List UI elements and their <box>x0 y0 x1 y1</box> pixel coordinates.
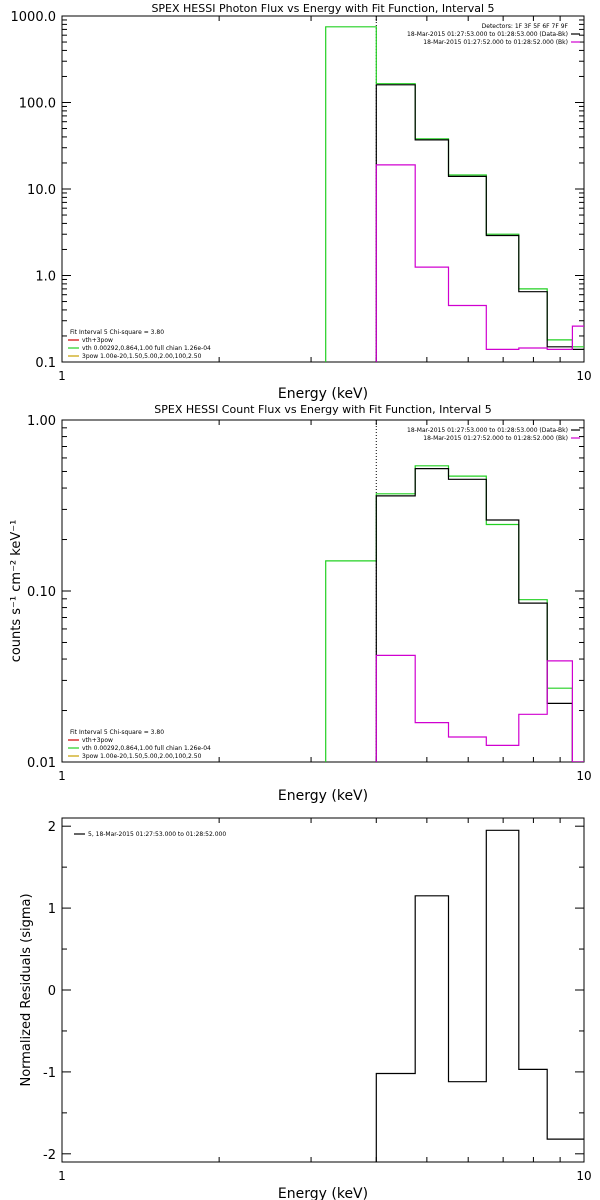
x-tick-label: 10 <box>576 1169 591 1183</box>
legend-left-entry: vth 0.00292,0.864,1.00 full chian 1.26e-… <box>82 345 211 352</box>
chart-title: SPEX HESSI Count Flux vs Energy with Fit… <box>154 403 491 416</box>
y-tick-label: 0 <box>48 984 56 999</box>
series-line-0 <box>325 465 584 762</box>
y-tick-label: 1000.0 <box>11 10 57 25</box>
y-axis-label: Normalized Residuals (sigma) <box>19 893 34 1086</box>
y-tick-label: 1.0 <box>35 270 56 285</box>
series-line-1 <box>375 468 584 762</box>
legend-right-entry: 18-Mar-2015 01:27:52.000 to 01:28:52.000… <box>423 435 568 442</box>
series-line-2 <box>375 654 584 762</box>
x-tick-label: 10 <box>576 369 591 383</box>
legend-left-entry: 3pow 1.00e-20,1.50,5.00,2.00,100,2.50 <box>82 753 202 760</box>
y-tick-label: 0.01 <box>27 756 56 771</box>
legend-right-entry: Detectors: 1F 3F 5F 6F 7F 9F <box>482 23 569 30</box>
legend-left-entry: Fit Interval 5 Chi-square = 3.80 <box>70 729 164 736</box>
y-tick-label: 100.0 <box>19 97 56 112</box>
legend-right-entry: 18-Mar-2015 01:27:53.000 to 01:28:53.000… <box>407 427 568 434</box>
y-tick-label: 1 <box>48 902 56 917</box>
legend-left-entry: vth+3pow <box>82 337 113 344</box>
series-line-0 <box>325 26 584 362</box>
x-axis-label: Energy (keV) <box>278 788 368 804</box>
plot-frame <box>61 15 585 363</box>
y-tick-label: 0.1 <box>35 356 56 371</box>
photon-flux-panel: SPEX HESSI Photon Flux vs Energy with Fi… <box>11 2 592 402</box>
plot-frame <box>61 817 585 1163</box>
legend-left-entry: 5, 18-Mar-2015 01:27:53.000 to 01:28:52.… <box>88 831 226 838</box>
series-line-2 <box>375 164 584 362</box>
y-tick-label: 10.0 <box>27 183 56 198</box>
x-tick-label: 1 <box>58 769 66 783</box>
y-tick-label: 2 <box>48 820 56 835</box>
legend-left-entry: vth+3pow <box>82 737 113 744</box>
series-line-0 <box>375 829 584 1162</box>
plot-frame <box>61 419 585 763</box>
y-tick-label: 1.00 <box>27 414 56 429</box>
series-line-1 <box>375 84 584 362</box>
y-tick-label: -2 <box>43 1148 56 1163</box>
legend-left-entry: 3pow 1.00e-20,1.50,5.00,2.00,100,2.50 <box>82 353 202 360</box>
y-axis-label: counts s⁻¹ cm⁻² keV⁻¹ <box>9 520 24 663</box>
count-flux-panel: SPEX HESSI Count Flux vs Energy with Fit… <box>9 403 592 804</box>
series-group <box>325 26 584 362</box>
legend-right-entry: 18-Mar-2015 01:27:53.000 to 01:28:53.000… <box>407 31 568 38</box>
x-axis-label: Energy (keV) <box>278 1186 368 1200</box>
legend-right-entry: 18-Mar-2015 01:27:52.000 to 01:28:52.000… <box>423 39 568 46</box>
x-tick-label: 1 <box>58 369 66 383</box>
series-group <box>375 829 584 1162</box>
legend-left-entry: vth 0.00292,0.864,1.00 full chian 1.26e-… <box>82 745 211 752</box>
y-tick-label: -1 <box>43 1066 56 1081</box>
x-tick-label: 10 <box>576 769 591 783</box>
legend-left-entry: Fit Interval 5 Chi-square = 3.80 <box>70 329 164 336</box>
series-group <box>325 465 584 762</box>
chart-title: SPEX HESSI Photon Flux vs Energy with Fi… <box>151 2 494 15</box>
residuals-panel: 1 10 -2 -1 0 1 2 Energy (keV) Normalized Residua… <box>19 817 592 1200</box>
x-axis-label: Energy (keV) <box>278 386 368 402</box>
x-tick-label: 1 <box>58 1169 66 1183</box>
y-tick-label: 0.10 <box>27 585 56 600</box>
